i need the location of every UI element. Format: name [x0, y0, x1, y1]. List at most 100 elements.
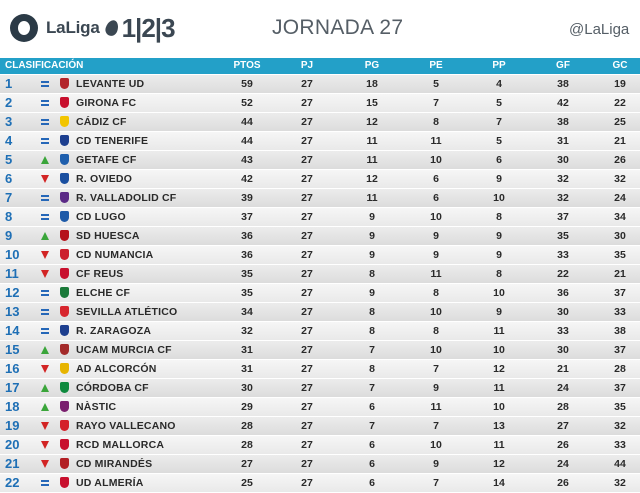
goals-against-cell: 21 [614, 268, 626, 280]
goals-against-cell: 37 [614, 344, 626, 356]
played-cell: 27 [301, 78, 313, 90]
position-cell: 7 [5, 190, 13, 205]
goals-against-cell: 28 [614, 363, 626, 375]
won-cell: 9 [369, 249, 375, 261]
played-cell: 27 [301, 287, 313, 299]
equal-icon [41, 137, 49, 145]
team-crest-icon [60, 325, 69, 336]
header-pp: PP [492, 60, 506, 71]
arrow-down-icon [41, 175, 49, 183]
goals-for-cell: 22 [557, 268, 569, 280]
team-crest-icon [60, 135, 69, 146]
lost-cell: 9 [496, 306, 502, 318]
goals-against-cell: 34 [614, 211, 626, 223]
table-row: 19 RAYO VALLECANO 28 27 7 7 13 27 32 [0, 416, 640, 435]
page-title: JORNADA 27 [272, 16, 404, 39]
table-row: 16 AD ALCORCÓN 31 27 8 7 12 21 28 [0, 359, 640, 378]
goals-for-cell: 27 [557, 420, 569, 432]
goals-against-cell: 24 [614, 192, 626, 204]
won-cell: 12 [366, 173, 378, 185]
header-ptos: PTOS [233, 60, 261, 71]
team-name: RAYO VALLECANO [76, 420, 176, 432]
goals-for-cell: 37 [557, 211, 569, 223]
played-cell: 27 [301, 401, 313, 413]
team-name: CF REUS [76, 268, 124, 280]
header-pe: PE [429, 60, 443, 71]
won-cell: 8 [369, 268, 375, 280]
points-cell: 29 [241, 401, 253, 413]
goals-against-cell: 33 [614, 439, 626, 451]
drawn-cell: 10 [430, 211, 442, 223]
page-header: LaLiga 1|2|3 JORNADA 27 @LaLiga [0, 0, 640, 58]
arrow-down-icon [41, 365, 49, 373]
team-crest-icon [60, 192, 69, 203]
lost-cell: 10 [493, 287, 505, 299]
drawn-cell: 9 [433, 382, 439, 394]
goals-against-cell: 26 [614, 154, 626, 166]
drawn-cell: 7 [433, 420, 439, 432]
goals-for-cell: 33 [557, 325, 569, 337]
position-cell: 1 [5, 76, 13, 91]
equal-icon [41, 327, 49, 335]
arrow-down-icon [41, 270, 49, 278]
team-name: CD MIRANDÉS [76, 458, 153, 470]
lost-cell: 9 [496, 230, 502, 242]
team-name: LEVANTE UD [76, 78, 145, 90]
goals-against-cell: 32 [614, 477, 626, 489]
lost-cell: 9 [496, 173, 502, 185]
table-row: 6 R. OVIEDO 42 27 12 6 9 32 32 [0, 169, 640, 188]
drawn-cell: 8 [433, 325, 439, 337]
points-cell: 28 [241, 439, 253, 451]
goals-against-cell: 32 [614, 420, 626, 432]
brand-number: 1|2|3 [121, 12, 176, 43]
lost-cell: 12 [493, 363, 505, 375]
arrow-up-icon [41, 232, 49, 240]
goals-for-cell: 31 [557, 135, 569, 147]
team-crest-icon [60, 268, 69, 279]
lost-cell: 14 [493, 477, 505, 489]
goals-against-cell: 21 [614, 135, 626, 147]
table-row: 1 LEVANTE UD 59 27 18 5 4 38 19 [0, 74, 640, 93]
won-cell: 12 [366, 116, 378, 128]
won-cell: 9 [369, 230, 375, 242]
points-cell: 25 [241, 477, 253, 489]
arrow-down-icon [41, 441, 49, 449]
team-crest-icon [60, 477, 69, 488]
team-name: R. OVIEDO [76, 173, 133, 185]
goals-against-cell: 38 [614, 325, 626, 337]
lost-cell: 12 [493, 458, 505, 470]
lost-cell: 11 [493, 382, 505, 394]
points-cell: 44 [241, 116, 253, 128]
position-cell: 8 [5, 209, 13, 224]
played-cell: 27 [301, 439, 313, 451]
drawn-cell: 9 [433, 230, 439, 242]
won-cell: 9 [369, 211, 375, 223]
lost-cell: 5 [496, 135, 502, 147]
lost-cell: 10 [493, 192, 505, 204]
lost-cell: 11 [493, 325, 505, 337]
won-cell: 8 [369, 306, 375, 318]
table-row: 3 CÁDIZ CF 44 27 12 8 7 38 25 [0, 112, 640, 131]
standings-table: CLASIFICACIÓN PTOS PJ PG PE PP GF GC 1 LE… [0, 58, 640, 492]
team-name: UD ALMERÍA [76, 477, 144, 489]
position-cell: 4 [5, 133, 13, 148]
equal-icon [41, 99, 49, 107]
won-cell: 15 [366, 97, 378, 109]
points-cell: 39 [241, 192, 253, 204]
played-cell: 27 [301, 192, 313, 204]
drawn-cell: 11 [430, 135, 442, 147]
played-cell: 27 [301, 458, 313, 470]
team-crest-icon [60, 116, 69, 127]
social-handle: @LaLiga [569, 21, 630, 38]
drawn-cell: 7 [433, 477, 439, 489]
arrow-up-icon [41, 346, 49, 354]
points-cell: 35 [241, 287, 253, 299]
position-cell: 11 [5, 266, 19, 281]
position-cell: 22 [5, 475, 20, 490]
header-gc: GC [612, 60, 628, 71]
table-row: 7 R. VALLADOLID CF 39 27 11 6 10 32 24 [0, 188, 640, 207]
team-crest-icon [60, 287, 69, 298]
drawn-cell: 5 [433, 78, 439, 90]
equal-icon [41, 308, 49, 316]
team-name: R. VALLADOLID CF [76, 192, 177, 204]
